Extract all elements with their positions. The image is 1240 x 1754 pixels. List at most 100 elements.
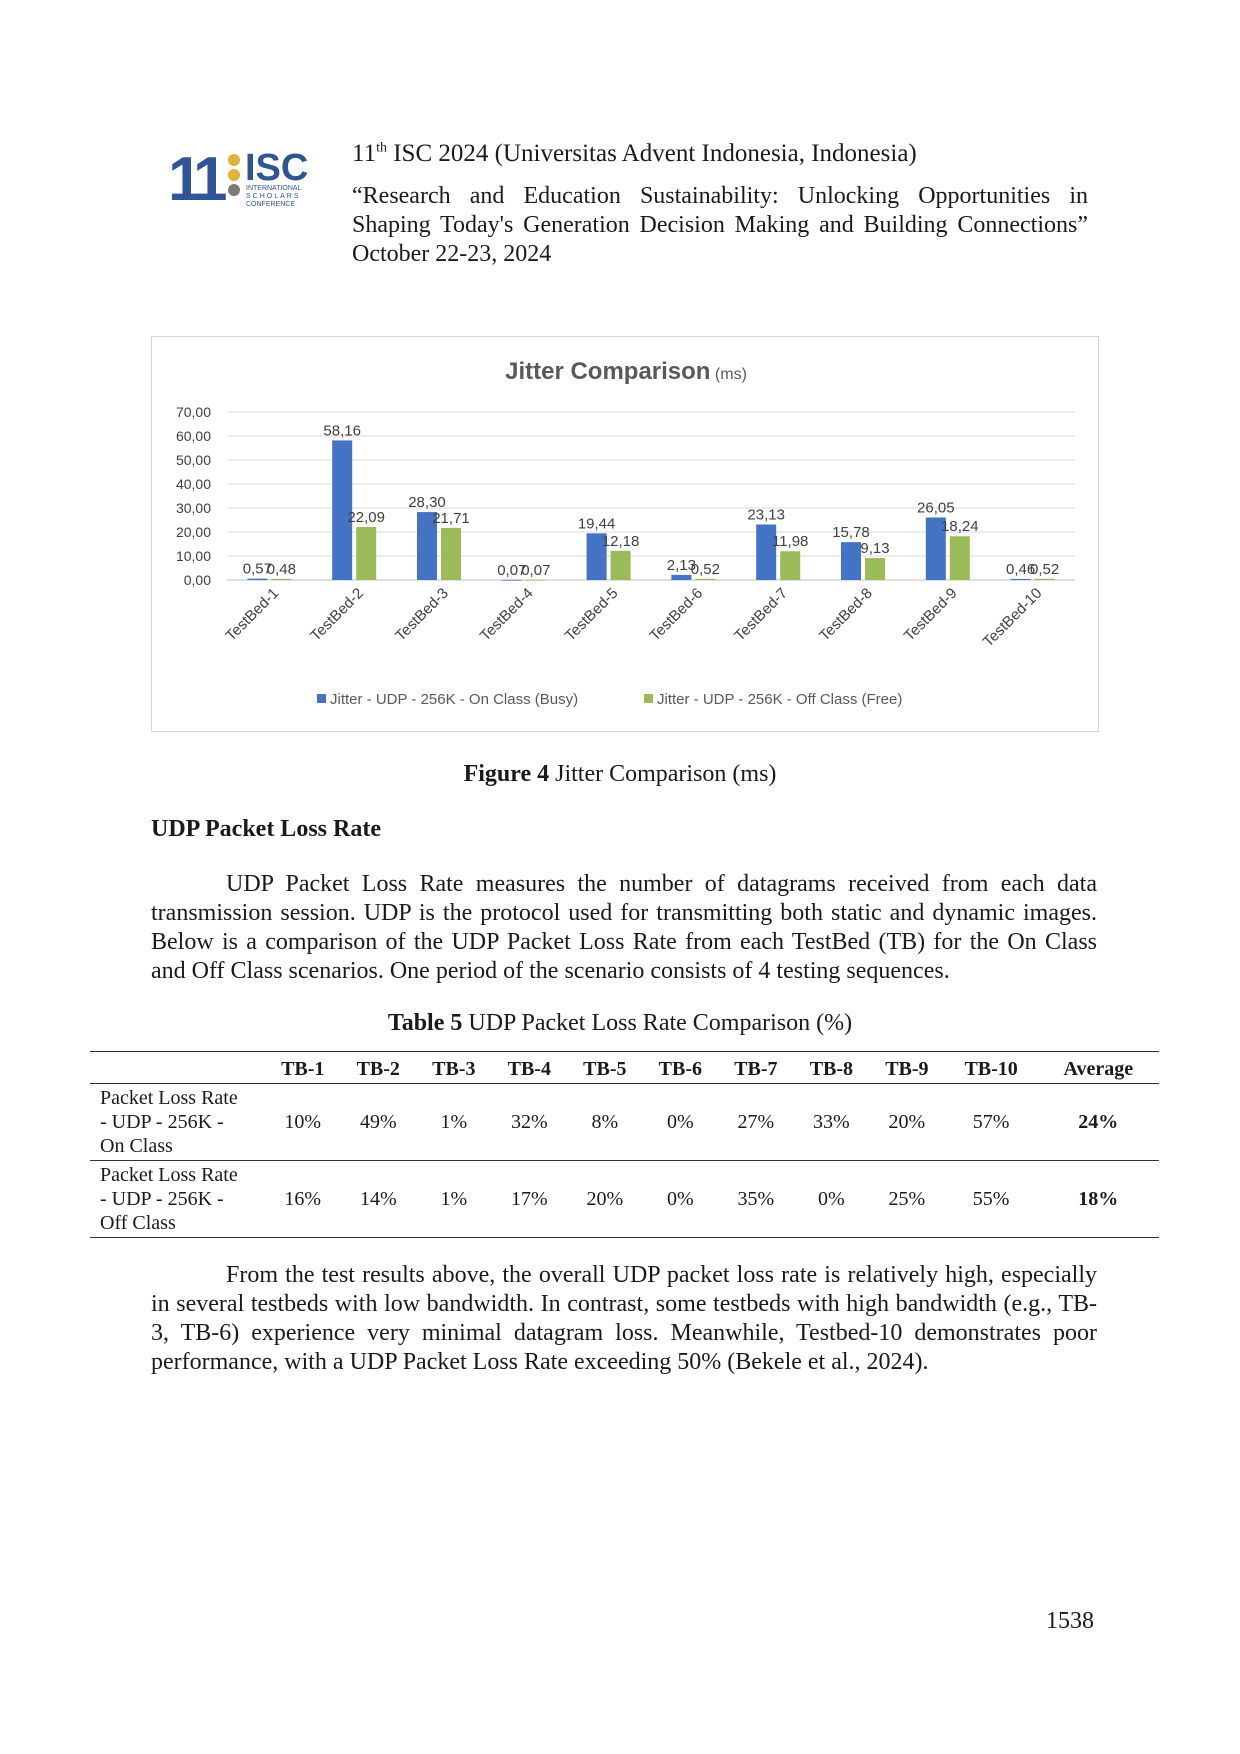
table-cell: 0% <box>667 1111 694 1133</box>
table-header-cell: TB-5 <box>583 1058 627 1080</box>
table-header-cell: Average <box>1063 1058 1134 1080</box>
table-cell: 35% <box>737 1188 775 1210</box>
table-cell: 25% <box>888 1188 926 1210</box>
bar-on-class <box>671 574 692 580</box>
x-tick-label: TestBed-10 <box>980 585 1046 651</box>
data-label: 0,46 <box>1006 561 1035 578</box>
figure-caption-text: Jitter Comparison (ms) <box>549 761 777 787</box>
legend-swatch <box>317 694 326 703</box>
data-label: 12,18 <box>602 533 640 550</box>
table-average-cell: 18% <box>1078 1188 1119 1210</box>
row-label-line: Packet Loss Rate <box>100 1164 238 1186</box>
table-cell: 16% <box>284 1188 322 1210</box>
bar-on-class <box>925 517 946 580</box>
table-row: Packet Loss Rate - UDP - 256K - Off Class … <box>90 1161 1159 1238</box>
table-caption-text: UDP Packet Loss Rate Comparison (%) <box>462 1010 853 1036</box>
y-tick-label: 70,00 <box>176 404 211 420</box>
data-label: 28,30 <box>408 494 446 511</box>
data-label: 0,07 <box>521 562 550 579</box>
y-tick-label: 20,00 <box>176 524 211 540</box>
row-label: Packet Loss Rate - UDP - 256K - Off Class <box>90 1161 265 1238</box>
paragraph-analysis: From the test results above, the overall… <box>151 1262 1097 1375</box>
table-cell: 17% <box>510 1188 548 1210</box>
data-label: 23,13 <box>747 506 785 523</box>
data-label: 21,71 <box>432 510 470 527</box>
table-header-cell: TB-6 <box>658 1058 702 1080</box>
data-label: 0,57 <box>243 561 272 578</box>
y-tick-label: 40,00 <box>176 476 211 492</box>
row-label-line: Packet Loss Rate <box>100 1087 238 1109</box>
table-header-cell: TB-10 <box>964 1058 1018 1080</box>
row-label-line: - UDP - 256K - <box>100 1188 224 1210</box>
bar-off-class <box>780 551 801 580</box>
logo-subtitle-1: INTERNATIONAL <box>246 185 302 192</box>
conference-number: 11 <box>352 140 377 167</box>
conference-name: ISC 2024 (Universitas Advent Indonesia, … <box>386 140 917 167</box>
table-row: Packet Loss Rate - UDP - 256K - On Class 1… <box>90 1084 1159 1161</box>
table-caption-label: Table 5 <box>387 1010 463 1036</box>
data-label: 18,24 <box>941 518 979 535</box>
x-tick-label: TestBed-8 <box>816 585 876 645</box>
table-cell: 0% <box>667 1188 694 1210</box>
table-cell: 1% <box>440 1111 468 1133</box>
bar-off-class <box>271 578 292 580</box>
table-cell: 20% <box>586 1188 624 1210</box>
bar-off-class <box>695 578 716 580</box>
logo-medallions <box>228 154 240 196</box>
paragraph-intro: UDP Packet Loss Rate measures the number… <box>151 871 1097 984</box>
table-cell: 33% <box>813 1111 850 1133</box>
conference-title: 11th ISC 2024 (Universitas Advent Indone… <box>352 140 917 168</box>
logo-subtitle-2: SCHOLARS <box>246 193 301 200</box>
figure-caption: Figure 4 Jitter Comparison (ms) <box>0 761 1240 788</box>
data-label: 26,05 <box>917 499 955 516</box>
x-tick-label: TestBed-3 <box>392 585 452 645</box>
table-header-row: TB-1 TB-2 TB-3 TB-4 TB-5 TB-6 TB-7 TB-8 … <box>90 1051 1159 1084</box>
jitter-chart-svg: Jitter Comparison (ms) 0,00 10,00 20,00 30,0… <box>176 358 1075 708</box>
table-cell: 1% <box>440 1188 468 1210</box>
table-header-cell: TB-7 <box>734 1058 778 1080</box>
data-label: 9,13 <box>860 540 889 557</box>
x-tick-label: TestBed-6 <box>646 585 706 645</box>
y-tick-label: 50,00 <box>176 452 211 468</box>
chart-title-text: Jitter Comparison <box>505 358 710 385</box>
bar-on-class <box>332 440 353 580</box>
bar-on-class <box>501 579 522 581</box>
x-tick-label: TestBed-1 <box>222 585 282 645</box>
row-label: Packet Loss Rate - UDP - 256K - On Class <box>90 1084 265 1161</box>
legend-label: Jitter - UDP - 256K - On Class (Busy) <box>330 691 578 708</box>
bar-off-class <box>1034 578 1055 580</box>
conference-theme: “Research and Education Sustainability: … <box>352 183 1088 267</box>
data-label: 0,07 <box>497 562 526 579</box>
data-label: 15,78 <box>832 524 870 541</box>
x-tick-label: TestBed-5 <box>562 585 622 645</box>
section-heading: UDP Packet Loss Rate <box>151 816 381 842</box>
table-cell: 27% <box>737 1111 775 1133</box>
data-label: 11,98 <box>772 533 808 550</box>
table-header-cell: TB-3 <box>432 1058 476 1080</box>
table-caption: Table 5 UDP Packet Loss Rate Comparison … <box>0 1010 1240 1037</box>
logo-acronym: ISC <box>245 147 308 189</box>
table-cell: 57% <box>972 1111 1010 1133</box>
table-cell: 10% <box>284 1111 322 1133</box>
table-header-cell: TB-9 <box>885 1058 929 1080</box>
data-label: 0,52 <box>1030 561 1059 578</box>
x-tick-label: TestBed-9 <box>901 585 961 645</box>
row-label-line: Off Class <box>100 1212 176 1234</box>
bar-off-class <box>441 527 461 580</box>
table-header-cell: TB-2 <box>356 1058 400 1080</box>
table-header-cell <box>90 1052 265 1084</box>
bar-on-class <box>841 542 861 580</box>
table-cell: 55% <box>972 1188 1010 1210</box>
legend-label: Jitter - UDP - 256K - Off Class (Free) <box>657 691 902 708</box>
table-header-cell: TB-1 <box>281 1058 325 1080</box>
bar-on-class <box>1010 578 1031 580</box>
bar-on-class <box>586 533 607 580</box>
bar-on-class <box>417 512 437 580</box>
table-header-cell: TB-4 <box>507 1058 551 1080</box>
page-number: 1538 <box>1046 1608 1094 1634</box>
y-tick-label: 10,00 <box>176 548 211 564</box>
chart-title-unit: (ms) <box>710 366 746 383</box>
x-tick-label: TestBed-4 <box>477 585 537 645</box>
row-label-line: On Class <box>100 1135 173 1157</box>
bar-off-class <box>949 536 970 580</box>
